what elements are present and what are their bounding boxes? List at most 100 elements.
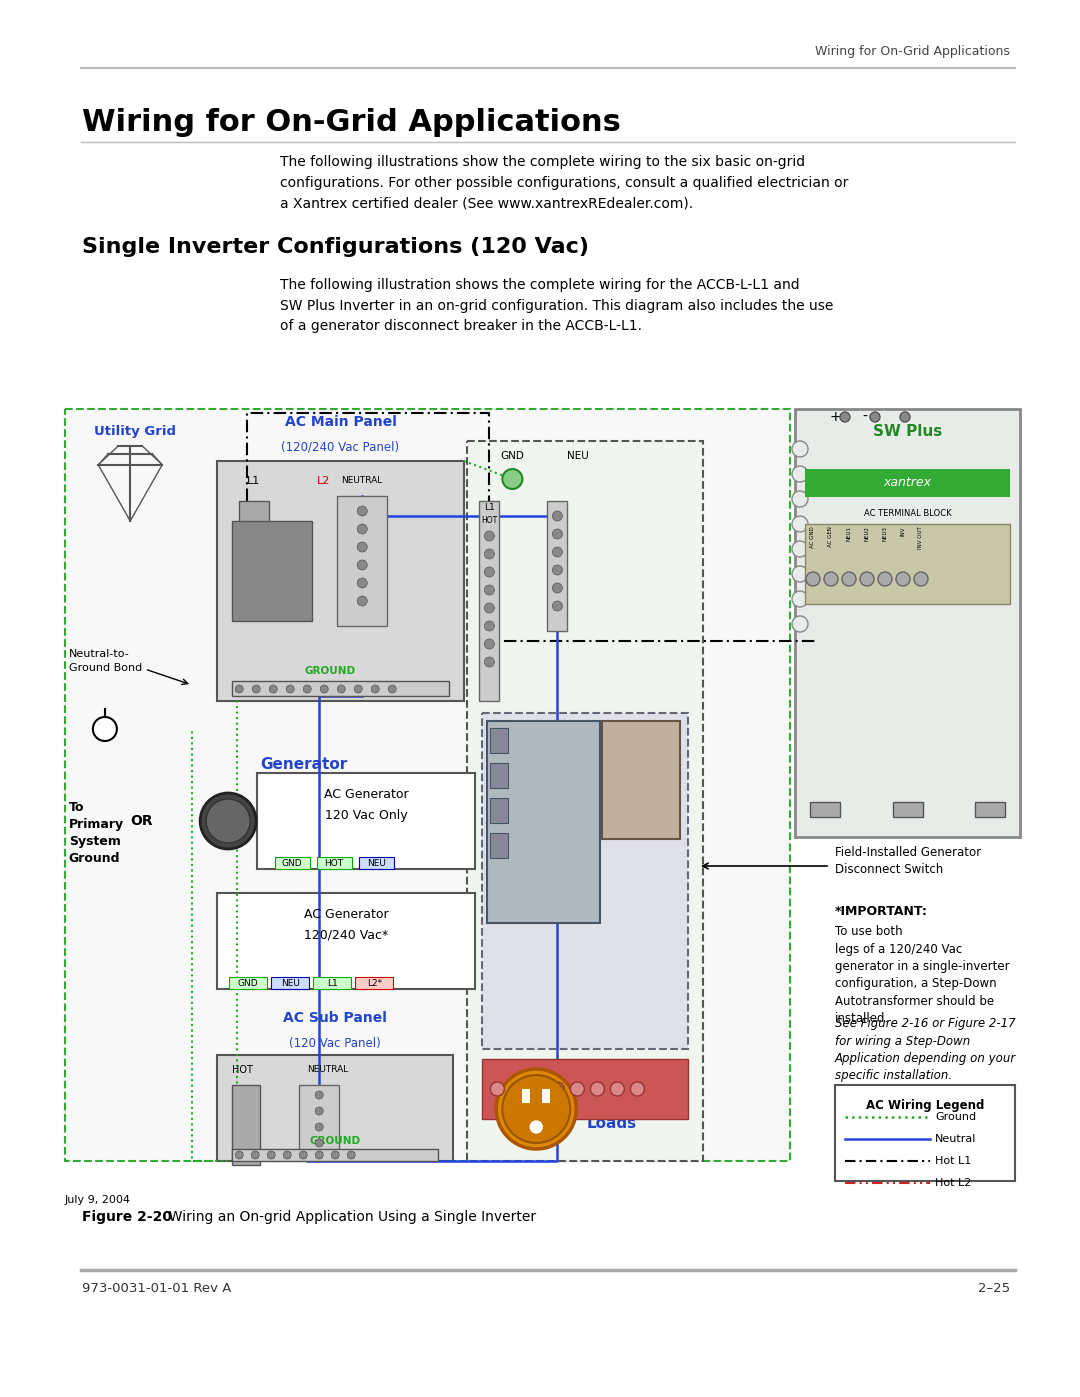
Circle shape — [303, 685, 311, 693]
Bar — [542, 1090, 550, 1104]
Circle shape — [315, 1123, 323, 1132]
Text: See Figure 2-16 or Figure 2-17
for wiring a Step-Down
Application depending on y: See Figure 2-16 or Figure 2-17 for wirin… — [835, 1017, 1016, 1083]
Text: Neutral: Neutral — [935, 1134, 976, 1144]
FancyBboxPatch shape — [835, 1085, 1015, 1180]
Text: AC Sub Panel: AC Sub Panel — [283, 1011, 387, 1025]
Text: NEU3: NEU3 — [882, 527, 888, 541]
Text: Wiring an On-grid Application Using a Single Inverter: Wiring an On-grid Application Using a Si… — [160, 1210, 536, 1224]
Text: Loads: Loads — [586, 1116, 636, 1132]
Circle shape — [552, 511, 563, 521]
Text: GND: GND — [282, 859, 302, 868]
Text: HOT: HOT — [232, 1065, 253, 1076]
Circle shape — [792, 490, 808, 507]
Circle shape — [490, 1083, 504, 1097]
FancyBboxPatch shape — [360, 856, 394, 869]
Circle shape — [357, 578, 367, 588]
FancyBboxPatch shape — [490, 833, 509, 858]
Bar — [232, 1148, 437, 1161]
Circle shape — [484, 567, 495, 577]
FancyBboxPatch shape — [483, 712, 688, 1049]
Circle shape — [896, 571, 910, 585]
Circle shape — [357, 560, 367, 570]
Text: GROUND: GROUND — [305, 666, 356, 676]
Text: AC Generator: AC Generator — [303, 908, 388, 922]
Text: AC Main Panel: AC Main Panel — [284, 415, 396, 429]
Circle shape — [792, 541, 808, 557]
Text: Single Inverter Configurations (120 Vac): Single Inverter Configurations (120 Vac) — [82, 237, 589, 257]
FancyBboxPatch shape — [229, 977, 267, 989]
Circle shape — [357, 524, 367, 534]
Text: The following illustrations show the complete wiring to the six basic on-grid
co: The following illustrations show the com… — [280, 155, 849, 210]
Circle shape — [496, 1069, 577, 1148]
Circle shape — [332, 1151, 339, 1160]
FancyBboxPatch shape — [483, 1059, 688, 1119]
Circle shape — [551, 1083, 565, 1097]
FancyBboxPatch shape — [240, 502, 269, 601]
Circle shape — [484, 549, 495, 559]
Text: AC TERMINAL BLOCK: AC TERMINAL BLOCK — [864, 509, 951, 518]
Circle shape — [552, 529, 563, 539]
Text: AC Generator: AC Generator — [324, 788, 408, 802]
Circle shape — [348, 1151, 355, 1160]
Text: Wiring for On-Grid Applications: Wiring for On-Grid Applications — [815, 45, 1010, 59]
Circle shape — [235, 685, 243, 693]
FancyBboxPatch shape — [313, 977, 351, 989]
Circle shape — [792, 515, 808, 532]
FancyBboxPatch shape — [232, 521, 312, 622]
Circle shape — [252, 1151, 259, 1160]
Text: L1: L1 — [247, 476, 260, 486]
Bar — [480, 502, 499, 701]
Text: 120/240 Vac*: 120/240 Vac* — [303, 929, 388, 942]
Text: Figure 2-20: Figure 2-20 — [82, 1210, 172, 1224]
Circle shape — [552, 601, 563, 610]
Circle shape — [824, 571, 838, 585]
Text: Generator: Generator — [260, 757, 348, 773]
Bar — [523, 1090, 530, 1104]
Text: Ground: Ground — [935, 1112, 976, 1122]
Text: 2–25: 2–25 — [977, 1282, 1010, 1295]
Text: NEU: NEU — [567, 451, 589, 461]
Circle shape — [792, 616, 808, 631]
Circle shape — [315, 1106, 323, 1115]
Circle shape — [631, 1083, 645, 1097]
Circle shape — [502, 469, 523, 489]
FancyBboxPatch shape — [487, 721, 600, 922]
Circle shape — [484, 604, 495, 613]
Text: xantrex: xantrex — [883, 476, 931, 489]
Circle shape — [792, 566, 808, 583]
Circle shape — [235, 1151, 243, 1160]
Bar — [232, 680, 449, 696]
Circle shape — [315, 1139, 323, 1147]
Circle shape — [552, 583, 563, 592]
Circle shape — [792, 591, 808, 608]
Circle shape — [200, 793, 256, 849]
Circle shape — [315, 1091, 323, 1099]
Circle shape — [357, 597, 367, 606]
Circle shape — [530, 1083, 544, 1097]
Circle shape — [283, 1151, 292, 1160]
Text: L1: L1 — [484, 503, 495, 511]
Bar — [542, 1090, 550, 1104]
Text: OR: OR — [130, 814, 152, 828]
FancyBboxPatch shape — [602, 721, 679, 838]
Circle shape — [484, 638, 495, 650]
Bar — [548, 502, 567, 631]
Circle shape — [372, 685, 379, 693]
Text: SW Plus: SW Plus — [873, 423, 942, 439]
Bar — [523, 1090, 530, 1104]
Text: HOT: HOT — [325, 859, 343, 868]
Circle shape — [552, 548, 563, 557]
Text: HOT: HOT — [482, 515, 498, 525]
FancyBboxPatch shape — [355, 977, 393, 989]
FancyBboxPatch shape — [217, 1055, 453, 1161]
Text: NEU1: NEU1 — [847, 527, 851, 541]
FancyBboxPatch shape — [257, 773, 474, 869]
FancyBboxPatch shape — [232, 1085, 260, 1165]
Text: Utility Grid: Utility Grid — [94, 425, 176, 439]
FancyBboxPatch shape — [65, 409, 789, 1161]
Circle shape — [388, 685, 396, 693]
Text: To use both
legs of a 120/240 Vac
generator in a single-inverter
configuration, : To use both legs of a 120/240 Vac genera… — [835, 925, 1010, 1025]
FancyBboxPatch shape — [490, 728, 509, 753]
FancyBboxPatch shape — [795, 409, 1020, 837]
Circle shape — [357, 506, 367, 515]
